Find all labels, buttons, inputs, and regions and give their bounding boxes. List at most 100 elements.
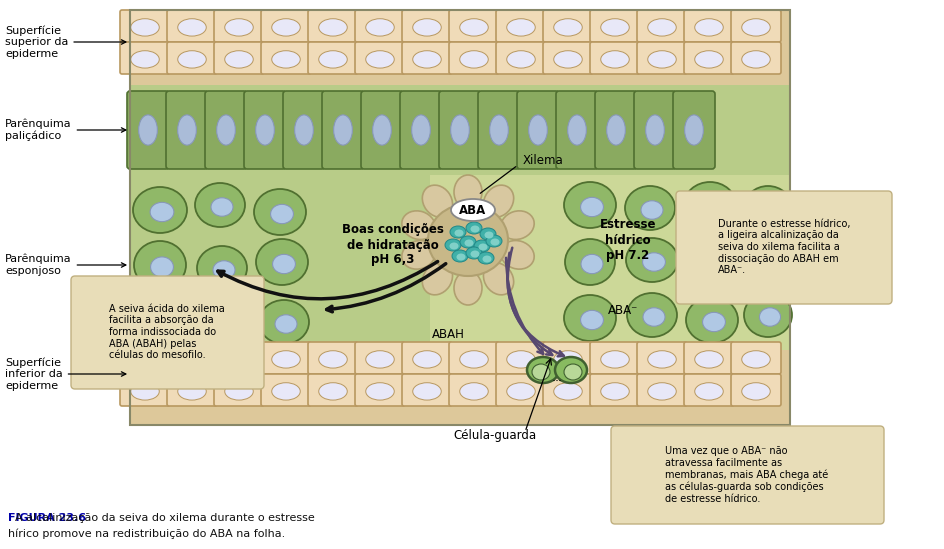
Ellipse shape bbox=[413, 383, 441, 400]
Ellipse shape bbox=[640, 201, 663, 219]
FancyBboxPatch shape bbox=[683, 10, 733, 42]
Ellipse shape bbox=[485, 235, 501, 247]
Ellipse shape bbox=[606, 115, 625, 145]
Ellipse shape bbox=[600, 351, 629, 368]
Text: A alcalinização da seiva do xilema durante o estresse: A alcalinização da seiva do xilema duran… bbox=[8, 513, 314, 523]
Ellipse shape bbox=[527, 357, 559, 383]
Ellipse shape bbox=[450, 115, 469, 145]
FancyBboxPatch shape bbox=[496, 342, 546, 374]
FancyBboxPatch shape bbox=[589, 374, 639, 406]
Ellipse shape bbox=[150, 203, 174, 222]
Ellipse shape bbox=[741, 383, 769, 400]
Ellipse shape bbox=[295, 115, 313, 145]
Ellipse shape bbox=[365, 51, 394, 68]
Ellipse shape bbox=[133, 187, 187, 233]
Ellipse shape bbox=[564, 182, 615, 228]
FancyBboxPatch shape bbox=[543, 42, 593, 74]
Ellipse shape bbox=[600, 51, 629, 68]
FancyBboxPatch shape bbox=[636, 42, 686, 74]
FancyBboxPatch shape bbox=[213, 342, 263, 374]
Ellipse shape bbox=[459, 351, 488, 368]
Ellipse shape bbox=[700, 197, 723, 217]
Ellipse shape bbox=[153, 313, 175, 331]
FancyBboxPatch shape bbox=[543, 374, 593, 406]
Ellipse shape bbox=[401, 211, 435, 239]
Ellipse shape bbox=[564, 295, 615, 341]
FancyBboxPatch shape bbox=[355, 42, 405, 74]
FancyBboxPatch shape bbox=[731, 42, 780, 74]
Ellipse shape bbox=[478, 244, 487, 250]
Ellipse shape bbox=[216, 115, 235, 145]
Ellipse shape bbox=[490, 238, 499, 245]
Ellipse shape bbox=[272, 19, 300, 36]
FancyBboxPatch shape bbox=[361, 91, 402, 169]
Ellipse shape bbox=[694, 51, 722, 68]
Ellipse shape bbox=[177, 19, 206, 36]
Ellipse shape bbox=[506, 351, 534, 368]
Ellipse shape bbox=[553, 19, 582, 36]
FancyBboxPatch shape bbox=[611, 426, 883, 524]
Ellipse shape bbox=[130, 51, 160, 68]
Ellipse shape bbox=[702, 254, 724, 273]
Ellipse shape bbox=[470, 250, 479, 257]
Bar bbox=[130, 350, 789, 425]
FancyBboxPatch shape bbox=[731, 10, 780, 42]
Ellipse shape bbox=[465, 222, 481, 234]
FancyBboxPatch shape bbox=[636, 374, 686, 406]
Ellipse shape bbox=[365, 351, 394, 368]
Ellipse shape bbox=[413, 351, 441, 368]
FancyBboxPatch shape bbox=[478, 91, 519, 169]
Ellipse shape bbox=[741, 51, 769, 68]
Ellipse shape bbox=[177, 51, 206, 68]
Ellipse shape bbox=[413, 51, 441, 68]
FancyBboxPatch shape bbox=[213, 374, 263, 406]
Ellipse shape bbox=[372, 115, 391, 145]
Ellipse shape bbox=[365, 383, 394, 400]
FancyBboxPatch shape bbox=[167, 10, 217, 42]
Ellipse shape bbox=[626, 293, 676, 337]
Text: Superfície
superior da
epiderme: Superfície superior da epiderme bbox=[5, 25, 126, 59]
Ellipse shape bbox=[647, 351, 676, 368]
Ellipse shape bbox=[701, 312, 725, 332]
Ellipse shape bbox=[318, 351, 346, 368]
Ellipse shape bbox=[318, 51, 346, 68]
Ellipse shape bbox=[683, 115, 702, 145]
Text: Boas condições
de hidratação
pH 6,3: Boas condições de hidratação pH 6,3 bbox=[342, 223, 444, 266]
FancyBboxPatch shape bbox=[308, 42, 358, 74]
FancyBboxPatch shape bbox=[120, 10, 170, 42]
Ellipse shape bbox=[581, 254, 602, 273]
Ellipse shape bbox=[150, 257, 174, 277]
FancyBboxPatch shape bbox=[543, 342, 593, 374]
FancyBboxPatch shape bbox=[261, 10, 311, 42]
FancyBboxPatch shape bbox=[683, 374, 733, 406]
Ellipse shape bbox=[506, 19, 534, 36]
Text: ABA: ABA bbox=[459, 204, 486, 216]
Ellipse shape bbox=[225, 351, 253, 368]
Ellipse shape bbox=[759, 201, 780, 219]
FancyBboxPatch shape bbox=[496, 42, 546, 74]
Ellipse shape bbox=[554, 357, 586, 383]
Ellipse shape bbox=[580, 310, 603, 329]
Ellipse shape bbox=[470, 226, 479, 232]
Ellipse shape bbox=[686, 239, 736, 285]
Ellipse shape bbox=[483, 185, 514, 217]
Ellipse shape bbox=[624, 186, 674, 230]
Ellipse shape bbox=[647, 383, 676, 400]
FancyBboxPatch shape bbox=[401, 374, 451, 406]
Ellipse shape bbox=[565, 239, 615, 285]
Ellipse shape bbox=[212, 261, 235, 279]
Ellipse shape bbox=[759, 308, 780, 326]
FancyBboxPatch shape bbox=[126, 91, 169, 169]
Ellipse shape bbox=[459, 383, 488, 400]
FancyBboxPatch shape bbox=[496, 374, 546, 406]
Ellipse shape bbox=[130, 19, 160, 36]
Text: FIGURA 23.6: FIGURA 23.6 bbox=[8, 513, 86, 523]
Bar bbox=[130, 10, 789, 85]
FancyBboxPatch shape bbox=[731, 342, 780, 374]
Ellipse shape bbox=[225, 383, 253, 400]
Ellipse shape bbox=[194, 183, 244, 227]
Ellipse shape bbox=[270, 204, 294, 223]
Text: ABA⁻: ABA⁻ bbox=[607, 304, 637, 317]
Ellipse shape bbox=[625, 238, 677, 282]
Bar bbox=[130, 10, 789, 425]
